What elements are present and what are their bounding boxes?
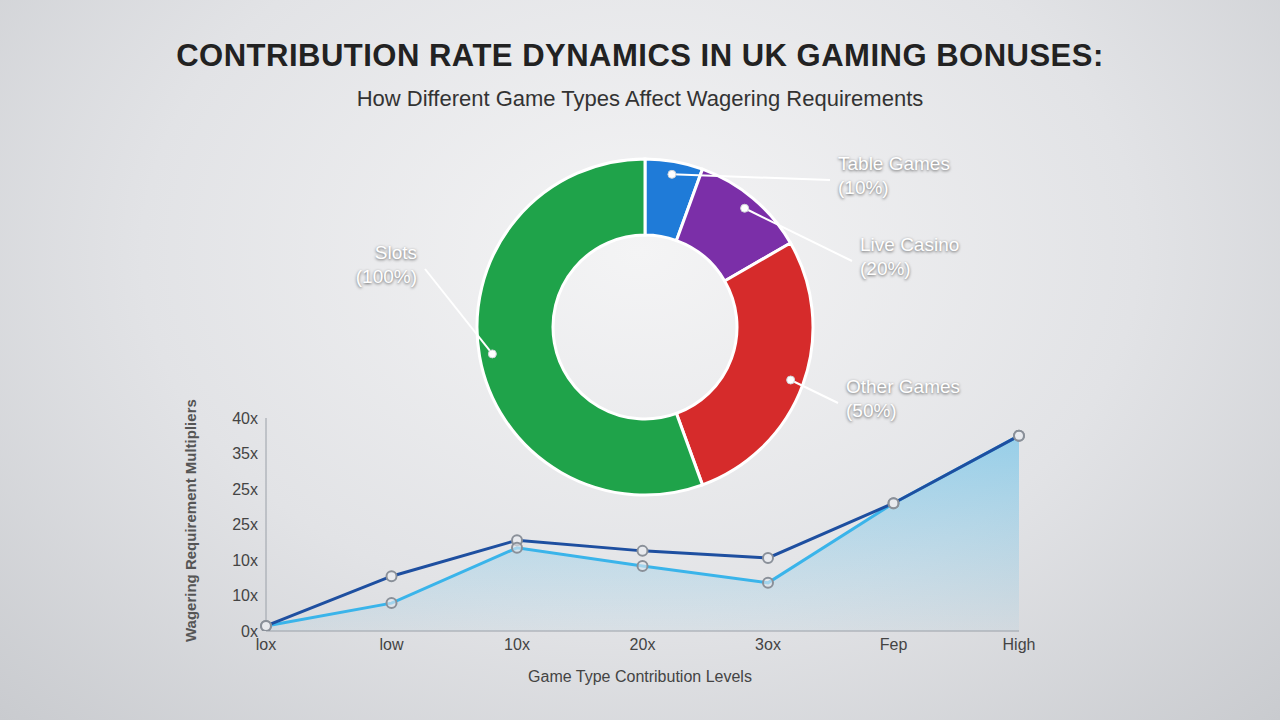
svg-text:lox: lox — [256, 636, 276, 653]
svg-text:20x: 20x — [630, 636, 656, 653]
svg-text:(20%): (20%) — [860, 258, 911, 279]
svg-text:Table Games: Table Games — [838, 153, 950, 174]
svg-text:10x: 10x — [232, 587, 258, 604]
svg-text:10x: 10x — [504, 636, 530, 653]
svg-text:(10%): (10%) — [838, 177, 889, 198]
html-text:How Different Game Types Affec: How Different Game Types Affect Wagering… — [356, 86, 924, 111]
svg-text:Fep: Fep — [880, 636, 908, 653]
html-text:CONTRIBUTION RATE DYNAMICS IN: CONTRIBUTION RATE DYNAMICS IN UK GAMING … — [176, 38, 1104, 73]
svg-text:Other Games: Other Games — [846, 376, 960, 397]
svg-text:25x: 25x — [232, 516, 258, 533]
svg-text:10x: 10x — [232, 552, 258, 569]
svg-text:3ox: 3ox — [755, 636, 781, 653]
svg-text:(50%): (50%) — [846, 400, 897, 421]
svg-text:25x: 25x — [232, 481, 258, 498]
svg-text:35x: 35x — [232, 445, 258, 462]
svg-text:low: low — [379, 636, 403, 653]
svg-text:0x: 0x — [241, 623, 258, 640]
svg-text:High: High — [1003, 636, 1036, 653]
svg-text:40x: 40x — [232, 410, 258, 427]
svg-text:(100%): (100%) — [356, 266, 417, 287]
svg-text:Live Casino: Live Casino — [860, 234, 959, 255]
html-text:Wagering Requirement Multiplie: Wagering Requirement Multipliers — [182, 399, 199, 642]
html-text:Game Type Contribution Levels: Game Type Contribution Levels — [528, 668, 752, 685]
svg-text:Slots: Slots — [375, 242, 417, 263]
